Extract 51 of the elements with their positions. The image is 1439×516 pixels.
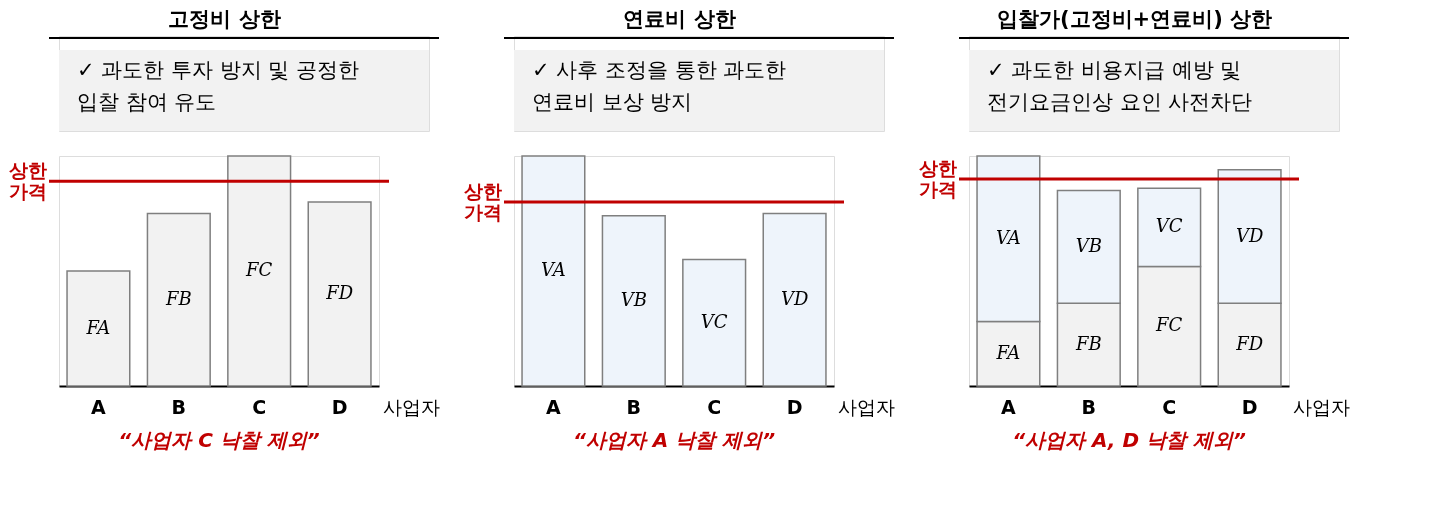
x-tick-label: D xyxy=(331,395,348,418)
annotation: VC xyxy=(1155,215,1183,237)
annotation: FA xyxy=(85,316,111,338)
bar xyxy=(307,201,372,387)
x-axis-title: 사업자 xyxy=(1293,396,1350,418)
x-tick-label: C xyxy=(252,395,267,418)
bar xyxy=(682,258,747,387)
x-tick-label: A xyxy=(91,395,107,418)
bar xyxy=(521,155,586,387)
annotation: VA xyxy=(541,259,566,280)
x-tick-label: D xyxy=(1241,395,1258,418)
annotation: FB xyxy=(1074,332,1102,354)
annotation: FD xyxy=(325,282,354,303)
annotation: VA xyxy=(996,226,1021,248)
ref-line-label: 상한 가격 xyxy=(9,159,47,203)
text: “사업자 A, D 낙찰 제외” xyxy=(1012,428,1246,452)
x-tick-label: C xyxy=(707,395,722,418)
chart-subtitle: ✓ 과도한 투자 방지 및 공정한 입찰 참여 유도 xyxy=(77,58,359,114)
chart-subtitle: ✓ 사후 조정을 통한 과도한 연료비 보상 방지 xyxy=(532,58,787,114)
x-tick-label: A xyxy=(546,395,562,418)
text: “사업자 A 낙찰 제외” xyxy=(572,428,776,452)
x-tick-label: C xyxy=(1162,395,1177,418)
bar xyxy=(66,270,131,387)
annotation: VC xyxy=(700,310,728,332)
x-tick-label: B xyxy=(626,395,642,418)
chart-subtitle: ✓ 과도한 비용지급 예방 및 전기요금인상 요인 사전차단 xyxy=(987,58,1253,114)
annotation: FC xyxy=(245,259,273,280)
x-tick-label: D xyxy=(786,395,803,418)
annotation: VD xyxy=(1235,224,1264,246)
annotation: FC xyxy=(1155,314,1183,336)
bar xyxy=(601,215,666,387)
bar xyxy=(146,212,211,387)
annotation: VB xyxy=(1075,234,1102,256)
annotation: FA xyxy=(995,341,1021,363)
x-axis-title: 사업자 xyxy=(383,396,440,418)
bar xyxy=(227,155,292,387)
x-tick-label: B xyxy=(171,395,187,418)
x-tick-label: A xyxy=(1001,395,1017,418)
ref-line-label: 상한 가격 xyxy=(464,180,502,223)
chart-title: 고정비 상한 xyxy=(168,6,281,31)
bar xyxy=(762,212,827,387)
ref-line-label: 상한 가격 xyxy=(919,157,957,200)
annotation: VB xyxy=(620,288,647,310)
chart-title: 연료비 상한 xyxy=(623,6,736,31)
annotation: FD xyxy=(1235,332,1264,354)
text: “사업자 C 낙찰 제외” xyxy=(118,428,320,452)
annotation: VD xyxy=(780,287,809,309)
chart-title: 입찰가(고정비+연료비) 상한 xyxy=(996,6,1273,31)
x-tick-label: B xyxy=(1081,395,1097,418)
annotation: FB xyxy=(164,287,192,309)
x-axis-title: 사업자 xyxy=(838,396,895,418)
